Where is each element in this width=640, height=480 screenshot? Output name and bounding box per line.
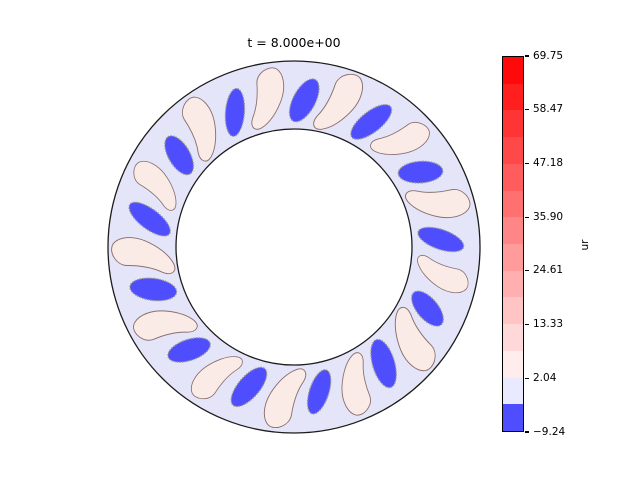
blue-blob bbox=[350, 103, 393, 140]
pink-blob-group bbox=[191, 356, 243, 400]
pink-blob bbox=[394, 306, 436, 372]
blue-blob bbox=[167, 337, 211, 363]
colorbar-tick bbox=[525, 216, 529, 218]
pink-blob bbox=[191, 356, 243, 400]
blue-blob bbox=[129, 277, 178, 302]
blue-blob-group bbox=[288, 78, 320, 123]
colorbar-tick-label: 58.47 bbox=[533, 103, 564, 116]
pink-blob bbox=[405, 189, 471, 219]
blue-blob-group bbox=[350, 103, 393, 140]
colorbar-tick bbox=[525, 55, 529, 57]
blue-blob bbox=[128, 201, 171, 237]
pink-blob-group bbox=[251, 67, 285, 130]
colorbar-band bbox=[503, 324, 523, 351]
pink-blob bbox=[133, 310, 198, 341]
pink-blob bbox=[341, 352, 371, 416]
colorbar-band bbox=[503, 297, 523, 325]
blue-blob-group bbox=[306, 369, 332, 415]
colorbar-tick bbox=[525, 323, 529, 326]
colorbar-band bbox=[503, 350, 523, 378]
pink-blob-group bbox=[341, 352, 371, 416]
blue-blob bbox=[410, 290, 445, 327]
blue-blob-group bbox=[128, 201, 171, 237]
pink-blob-group bbox=[133, 160, 177, 211]
blue-blob bbox=[288, 78, 320, 123]
blue-blob-group bbox=[230, 366, 268, 408]
blue-blob bbox=[164, 135, 195, 176]
pink-blob bbox=[417, 255, 469, 294]
pink-blob-group bbox=[111, 237, 176, 275]
pink-blob bbox=[370, 122, 430, 155]
blue-blob-group bbox=[129, 277, 178, 302]
colorbar-band bbox=[503, 217, 523, 245]
blue-blob-group bbox=[164, 135, 195, 176]
colorbar-band bbox=[503, 57, 523, 84]
colorbar bbox=[502, 56, 524, 432]
colorbar-tick bbox=[525, 162, 529, 165]
pink-blob bbox=[133, 160, 177, 211]
colorbar-tick bbox=[525, 431, 529, 433]
inner-circle bbox=[175, 128, 413, 366]
colorbar-tick bbox=[525, 109, 529, 111]
pink-blob bbox=[313, 73, 363, 130]
colorbar-tick-label: 47.18 bbox=[533, 156, 564, 169]
blue-blob bbox=[417, 226, 465, 253]
pink-blob-group bbox=[405, 189, 471, 219]
pink-blob bbox=[181, 96, 217, 162]
colorbar-tick-label: 24.61 bbox=[533, 264, 564, 277]
plot-title: t = 8.000e+00 bbox=[247, 35, 341, 50]
pink-blob-group bbox=[133, 310, 198, 341]
blue-blob-group bbox=[167, 337, 211, 363]
colorbar-band bbox=[503, 270, 523, 298]
blue-blob-group bbox=[370, 338, 397, 389]
colorbar-band bbox=[503, 377, 523, 405]
blue-blob-group bbox=[417, 226, 465, 253]
pink-blob bbox=[263, 368, 307, 429]
pink-blob-group bbox=[181, 96, 217, 162]
pink-blob-group bbox=[370, 122, 430, 155]
blue-blob bbox=[224, 87, 246, 138]
blue-blob-group bbox=[410, 290, 445, 327]
colorbar-tick-label: 69.75 bbox=[533, 49, 564, 62]
colorbar-band bbox=[503, 190, 523, 218]
colorbar-tick bbox=[525, 377, 529, 379]
pink-blob-group bbox=[417, 255, 469, 294]
blue-blob bbox=[370, 338, 397, 389]
colorbar-axis-label: ur bbox=[579, 239, 591, 251]
blue-blob bbox=[230, 366, 268, 408]
pink-blob-group bbox=[263, 368, 307, 429]
pink-blob bbox=[251, 67, 285, 130]
pink-blob-group bbox=[313, 73, 363, 130]
colorbar-tick-label: 35.90 bbox=[533, 210, 564, 223]
blue-blob-group bbox=[224, 87, 246, 138]
pink-blob-group bbox=[394, 306, 436, 372]
colorbar-band bbox=[503, 83, 523, 111]
colorbar-tick-label: 13.33 bbox=[533, 318, 564, 331]
blue-blob bbox=[306, 369, 332, 415]
colorbar-tick-label: −9.24 bbox=[533, 425, 566, 438]
colorbar-band bbox=[503, 137, 523, 164]
blue-blob-group bbox=[397, 160, 444, 184]
colorbar-band bbox=[503, 404, 523, 432]
blue-blob bbox=[397, 160, 444, 184]
colorbar-tick bbox=[525, 270, 529, 272]
colorbar-band bbox=[503, 244, 523, 271]
colorbar-tick-label: 2.04 bbox=[533, 371, 557, 384]
pink-blob bbox=[111, 237, 176, 275]
colorbar-band bbox=[503, 110, 523, 138]
colorbar-band bbox=[503, 163, 523, 191]
